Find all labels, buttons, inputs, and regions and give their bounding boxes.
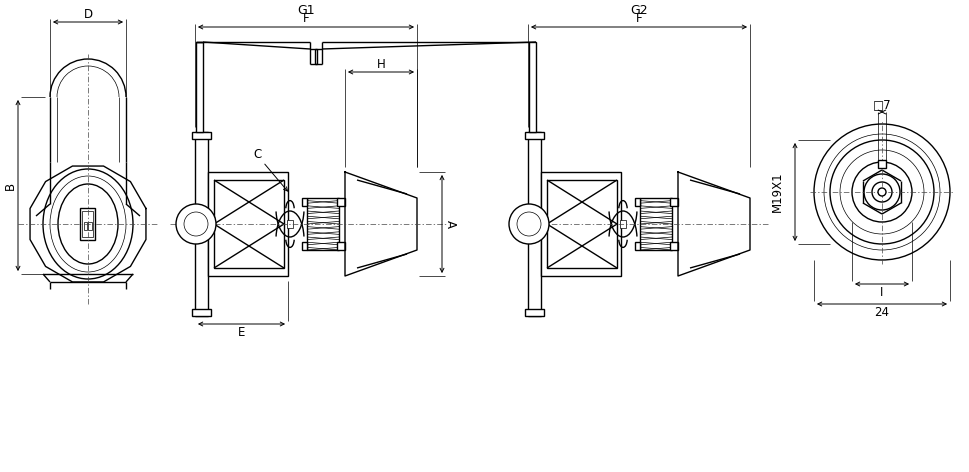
Text: E: E (237, 326, 245, 338)
Text: G1: G1 (297, 3, 315, 17)
Bar (214, 180, 284, 268)
Bar (195, 132, 207, 316)
Bar (670, 242, 677, 250)
Circle shape (175, 204, 216, 244)
Text: F: F (302, 12, 309, 25)
Bar (670, 198, 677, 206)
Bar (84, 222, 87, 230)
Bar (301, 242, 306, 250)
Bar (527, 132, 541, 316)
Bar (528, 42, 536, 132)
Bar (80, 208, 95, 240)
Polygon shape (677, 172, 749, 276)
Text: I: I (880, 286, 883, 298)
Text: B: B (4, 181, 16, 190)
Text: C: C (254, 147, 262, 160)
Bar (640, 198, 672, 250)
Bar (877, 160, 885, 168)
Bar (207, 172, 288, 276)
Text: 24: 24 (874, 305, 889, 319)
Text: □7: □7 (872, 99, 891, 111)
Bar (619, 220, 625, 228)
Text: D: D (83, 8, 92, 20)
Bar (336, 198, 345, 206)
Bar (635, 242, 640, 250)
Circle shape (509, 204, 548, 244)
Text: A: A (443, 220, 456, 228)
Text: M19X1: M19X1 (769, 172, 783, 212)
Bar (287, 220, 293, 228)
Bar (635, 198, 640, 206)
Bar (192, 132, 211, 139)
Bar (301, 198, 306, 206)
Bar (196, 42, 203, 132)
Bar (547, 180, 616, 268)
Text: G2: G2 (630, 3, 647, 17)
Circle shape (877, 188, 885, 196)
Bar (541, 172, 620, 276)
Bar (524, 309, 544, 316)
Bar (192, 309, 211, 316)
Bar (524, 132, 544, 139)
Bar (88, 222, 92, 230)
Bar (336, 242, 345, 250)
Polygon shape (345, 172, 417, 276)
Text: F: F (635, 12, 641, 25)
Bar (82, 211, 93, 237)
Bar (306, 198, 338, 250)
Text: H: H (376, 58, 385, 70)
